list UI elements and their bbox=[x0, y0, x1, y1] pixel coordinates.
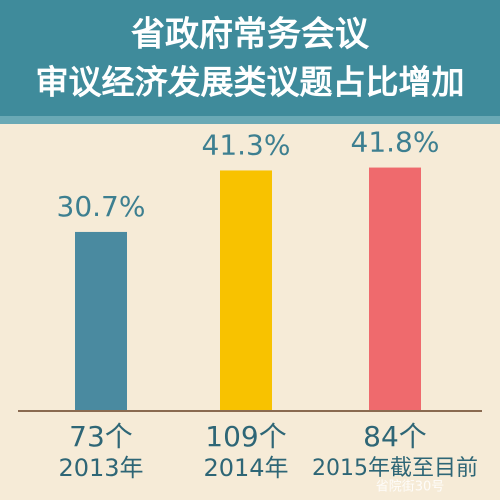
category-label: 2015年截至目前 bbox=[312, 456, 478, 481]
chart-subtitle: 审议经济发展类议题占比增加 bbox=[36, 63, 465, 102]
bar bbox=[220, 170, 272, 410]
header-stripe bbox=[0, 116, 500, 124]
category-count: 84个 bbox=[363, 420, 427, 453]
value-label: 41.3% bbox=[202, 128, 291, 161]
chart-title: 省政府常务会议 bbox=[131, 15, 370, 55]
header-band bbox=[0, 0, 500, 116]
category-label: 2014年 bbox=[203, 454, 288, 482]
value-label: 30.7% bbox=[57, 190, 146, 223]
category-count: 109个 bbox=[205, 420, 286, 453]
category-count: 73个 bbox=[69, 420, 133, 453]
bar bbox=[75, 231, 127, 410]
value-label: 41.8% bbox=[351, 126, 440, 159]
watermark: 省院街30号 bbox=[376, 480, 445, 495]
category-label: 2013年 bbox=[58, 454, 143, 482]
bar bbox=[369, 167, 421, 410]
